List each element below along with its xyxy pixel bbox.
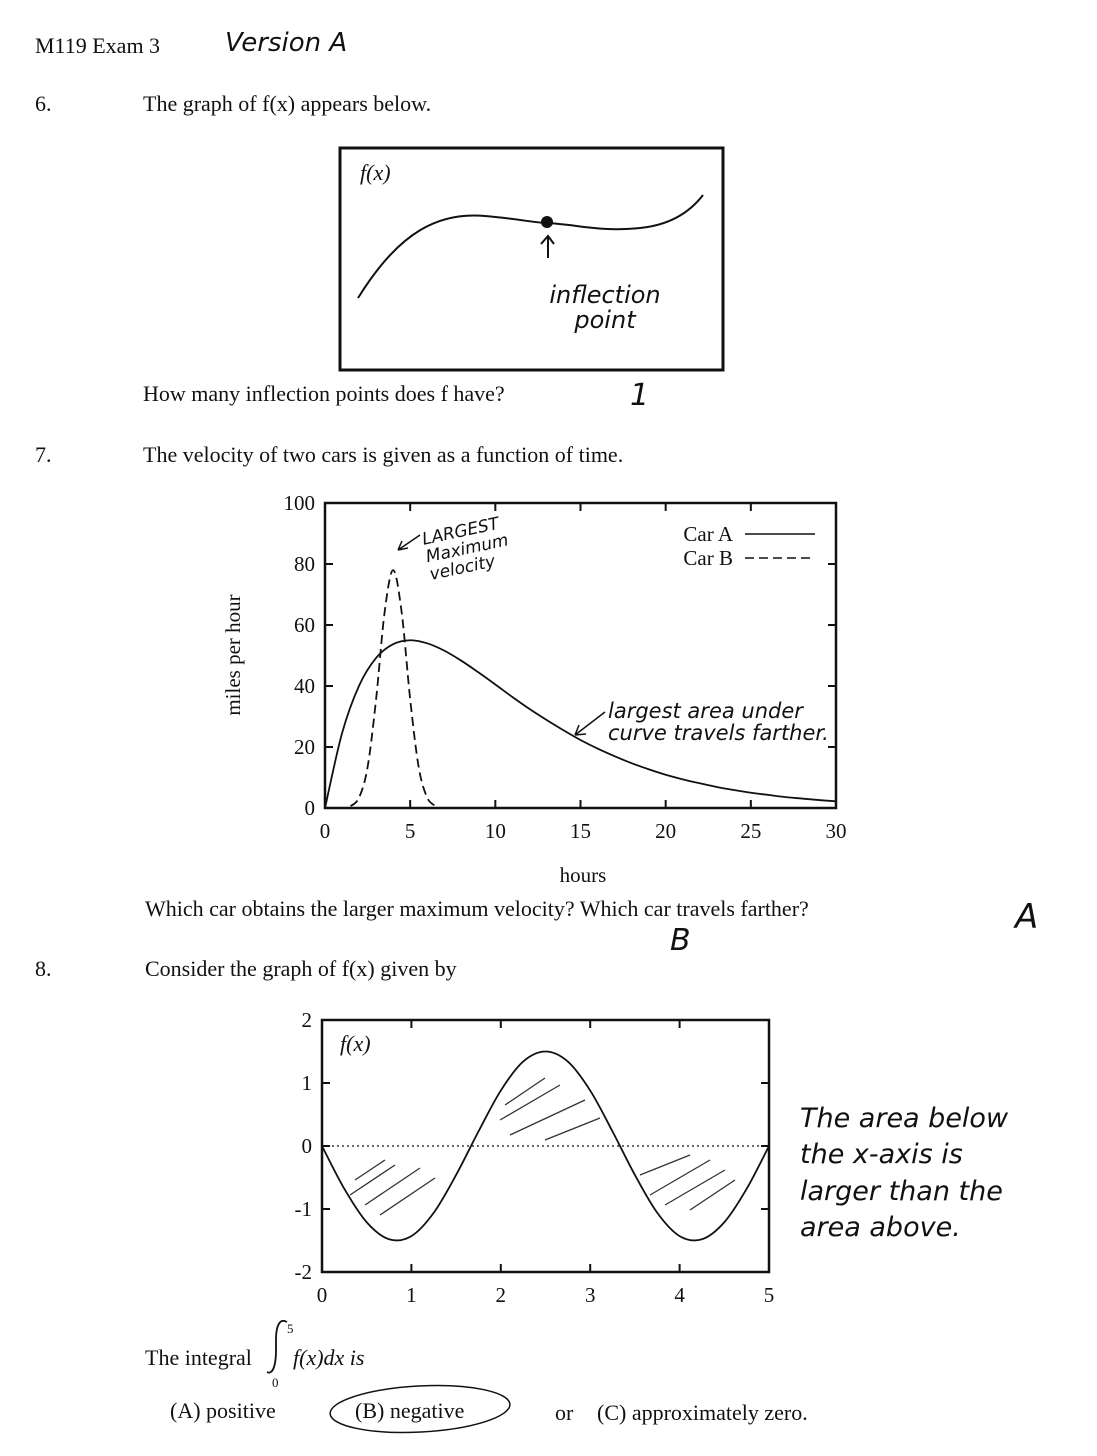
note-line: the x-axis is (800, 1139, 963, 1171)
y-tick-label: 0 (302, 1134, 313, 1158)
y-tick-label: 40 (294, 674, 315, 698)
note-line: The area below (800, 1103, 1009, 1134)
option-c[interactable]: (C) approximately zero. (597, 1400, 808, 1425)
x-tick-label: 0 (317, 1283, 328, 1307)
integral-prefix: The integral (145, 1345, 252, 1370)
annotation-arrow-icon (574, 711, 606, 736)
y-tick-label: -2 (295, 1260, 313, 1284)
x-axis-label: hours (560, 863, 607, 887)
selected-answer-circle (329, 1384, 511, 1434)
y-tick-label: 2 (302, 1008, 313, 1032)
inflection-point-dot (541, 216, 553, 228)
x-tick-label: 5 (764, 1283, 775, 1307)
q6-answer: 1 (630, 378, 650, 413)
arrow-up-icon (540, 234, 555, 258)
fx-series-line (321, 1050, 770, 1242)
integral-sign-icon (266, 1320, 288, 1374)
version-handwritten: Version A (225, 28, 348, 58)
x-tick-label: 3 (585, 1283, 596, 1307)
x-tick-label: 4 (674, 1283, 685, 1307)
x-tick-label: 10 (485, 819, 506, 843)
y-tick-label: 1 (302, 1071, 313, 1095)
x-tick-label: 30 (826, 819, 847, 843)
x-tick-label: 2 (496, 1283, 507, 1307)
x-tick-label: 25 (740, 819, 761, 843)
legend-car-a: Car A (683, 522, 733, 546)
fx-chart-frame (320, 1018, 771, 1274)
option-b[interactable]: (B) negative (355, 1398, 465, 1423)
y-tick-label: 0 (305, 796, 316, 820)
x-tick-label: 0 (320, 819, 331, 843)
q6-prompt: The graph of f(x) appears below. (143, 91, 432, 116)
note-line: larger than the (800, 1175, 1003, 1207)
x-tick-label: 15 (570, 819, 591, 843)
or-text: or (555, 1400, 574, 1425)
y-tick-label: 60 (294, 613, 315, 637)
q7-number: 7. (35, 442, 52, 467)
q6-question: How many inflection points does f have? (143, 381, 505, 406)
y-tick-label: -1 (295, 1197, 313, 1221)
legend-car-b: Car B (683, 546, 733, 570)
x-tick-label: 20 (655, 819, 676, 843)
x-tick-label: 5 (405, 819, 416, 843)
y-axis-label: miles per hour (221, 594, 245, 715)
q6-annotation: inflection point (549, 281, 661, 335)
q7-answer-max-velocity: B (670, 923, 691, 958)
q7-prompt: The velocity of two cars is given as a f… (143, 442, 624, 467)
q8-number: 8. (35, 956, 52, 981)
q6-number: 6. (35, 91, 52, 116)
x-tick-label: 1 (406, 1283, 417, 1307)
integral-body: f(x)dx is (293, 1345, 365, 1370)
y-tick-label: 20 (294, 735, 315, 759)
q7-answer-farther: A (1015, 897, 1039, 937)
y-tick-label: 80 (294, 552, 315, 576)
option-a[interactable]: (A) positive (170, 1398, 276, 1423)
integral-lower: 0 (272, 1375, 279, 1390)
q6-graph-label: f(x) (360, 160, 391, 185)
hatching-shading (349, 1077, 736, 1216)
q8-note: The area below the x-axis is larger than… (800, 1103, 1009, 1244)
car-b-series-line (349, 569, 437, 807)
car-a-series-line (324, 639, 837, 809)
y-tick-label: 100 (284, 491, 316, 515)
note-line: area above. (800, 1212, 961, 1244)
q8-graph-label: f(x) (340, 1031, 371, 1056)
integral-upper: 5 (287, 1321, 294, 1336)
course-header: M119 Exam 3 (35, 33, 161, 58)
q7-question: Which car obtains the larger maximum vel… (145, 896, 809, 921)
annotation-arrow-icon (397, 534, 421, 551)
q8-prompt: Consider the graph of f(x) given by (145, 956, 457, 981)
q6-graph-frame (338, 146, 725, 372)
annotation-area: largest area under curve travels farther… (608, 699, 829, 746)
